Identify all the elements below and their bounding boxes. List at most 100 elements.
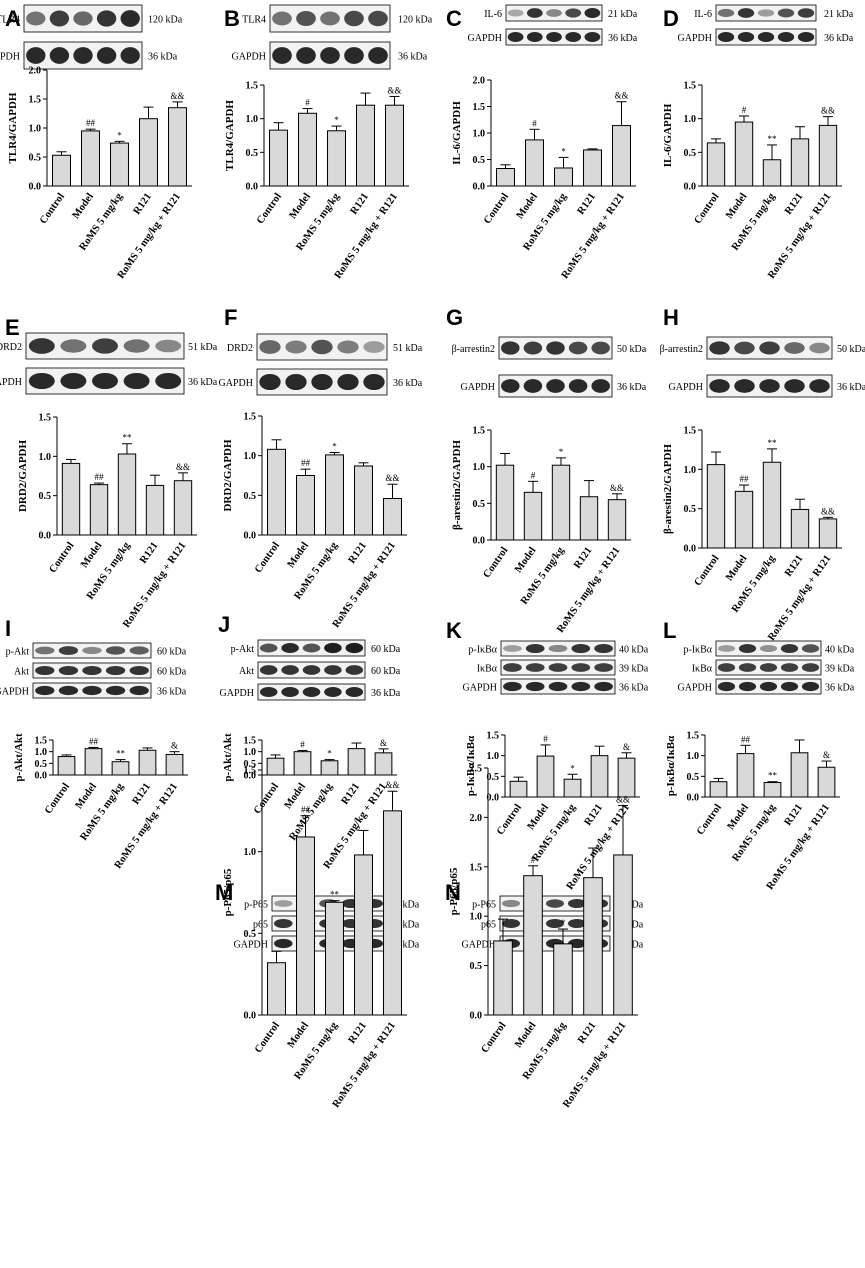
x-tick-label: R121 [347,1020,369,1045]
blot-band [797,32,815,42]
blot-kda-label: 36 kDa [188,377,218,388]
blot-kda-label: 36 kDa [157,687,187,698]
y-tick-label: 0.0 [473,536,486,547]
y-tick-label: 0.0 [470,1011,483,1022]
blot-protein-label: DRD2 [0,342,22,353]
x-tick-label: Control [43,781,72,816]
y-tick-label: 1.5 [29,95,42,106]
y-tick-label: 1.0 [687,751,700,762]
blot-band [73,47,93,64]
significance-mark: ## [301,805,311,815]
bar [612,125,631,187]
panel-b: B TLR4 120 kDa GAPDH 36 kDa 0.0 0.5 1.0 1.5 TLR4/… [224,4,433,281]
blot-band [594,643,613,654]
blot-band [337,373,359,391]
x-tick-label: Control [38,191,67,226]
panel-k: Kp-IκBα 40 kDa IκBα 39 kDa GAPDH 36 kDa 0.0 0.5… [446,618,649,892]
y-tick-label: 0.0 [39,531,52,542]
blot-band [58,665,79,676]
y-tick-label: 0.0 [684,182,697,193]
significance-mark: ## [89,736,99,746]
y-tick-label: 0.0 [244,1011,257,1022]
panel-d: D IL-6 21 kDa GAPDH 36 kDa 0.0 0.5 1.0 1.5 IL-6/G… [662,4,854,281]
blot-kda-label: 36 kDa [398,52,428,63]
blot-band [738,663,757,672]
western-blot: GAPDH 36 kDa [0,41,178,70]
blot-band [584,32,601,42]
significance-mark: && [387,85,401,95]
blot-kda-label: 40 kDa [825,645,855,656]
y-tick-label: 0.5 [35,759,48,770]
blot-band [759,644,778,653]
bar [385,104,404,187]
bar [327,130,346,187]
blot-kda-label: 21 kDa [608,9,638,20]
blot-band [757,9,775,17]
y-tick-label: 0.5 [39,491,52,502]
x-tick-label: R121 [131,781,153,806]
panel-label: A [5,6,21,31]
x-tick-label: R121 [783,553,805,578]
blot-kda-label: 21 kDa [824,9,854,20]
blot-band [717,32,735,42]
significance-mark: ## [86,118,96,128]
x-tick-label: R121 [576,1020,598,1045]
bar [551,464,571,541]
blot-band [784,342,805,354]
blot-band [591,379,610,393]
x-tick-label: Control [695,802,724,837]
bar [347,748,366,776]
blot-protein-label: GAPDH [463,683,497,694]
y-tick-label: 1.5 [473,102,486,113]
significance-mark: ## [740,474,750,484]
significance-mark: * [561,918,566,928]
blot-band [784,379,805,393]
blot-band [734,341,755,355]
blot-band [546,32,562,42]
bar [296,836,315,1016]
y-tick-label: 1.5 [35,736,48,747]
western-blot: TLR4 120 kDa [0,4,183,33]
western-blot: GAPDH 36 kDa [463,678,649,695]
y-tick-label: 2.0 [473,76,486,87]
blot-band [344,10,364,27]
x-tick-label: R121 [572,545,594,570]
y-tick-label: 1.5 [244,736,257,747]
bar [173,480,193,536]
blot-band [548,681,568,692]
bar [266,757,285,776]
blot-band [591,341,610,355]
y-tick-label: 0.5 [473,155,486,166]
x-tick-label: Model [71,191,96,221]
blot-kda-label: 36 kDa [824,33,854,44]
y-tick-label: 0.5 [473,499,486,510]
western-blot: p-IκBα 40 kDa [683,640,855,657]
blot-band [525,643,545,654]
bar [354,854,373,1016]
panel-l: Lp-IκBα 40 kDa IκBα 39 kDa GAPDH 36 kDa 0.0 0.5… [663,618,855,892]
significance-mark: && [821,506,835,516]
blot-band [548,644,568,653]
blot-band [28,372,55,390]
western-blot: GAPDH 36 kDa [468,28,638,46]
blot-band [259,340,281,354]
x-tick-label: RoMS 5 mg/kg + R121 [116,191,183,281]
x-tick-label: R121 [340,781,362,806]
blot-band [281,665,299,675]
panel-label: F [224,305,237,330]
blot-band [320,11,340,26]
x-tick-label: Model [288,191,313,221]
blot-band [26,11,46,26]
blot-kda-label: 40 kDa [619,645,649,656]
bar [734,490,754,549]
blot-band [709,379,730,393]
bar [706,464,726,549]
blot-protein-label: GAPDH [462,940,496,951]
western-blot: GAPDH 36 kDa [669,374,865,398]
blot-band [759,379,780,393]
x-tick-label: R121 [783,802,805,827]
blot-band [738,643,757,654]
x-tick-label: Model [513,1020,538,1050]
blot-band [780,663,799,672]
bar [296,475,315,536]
